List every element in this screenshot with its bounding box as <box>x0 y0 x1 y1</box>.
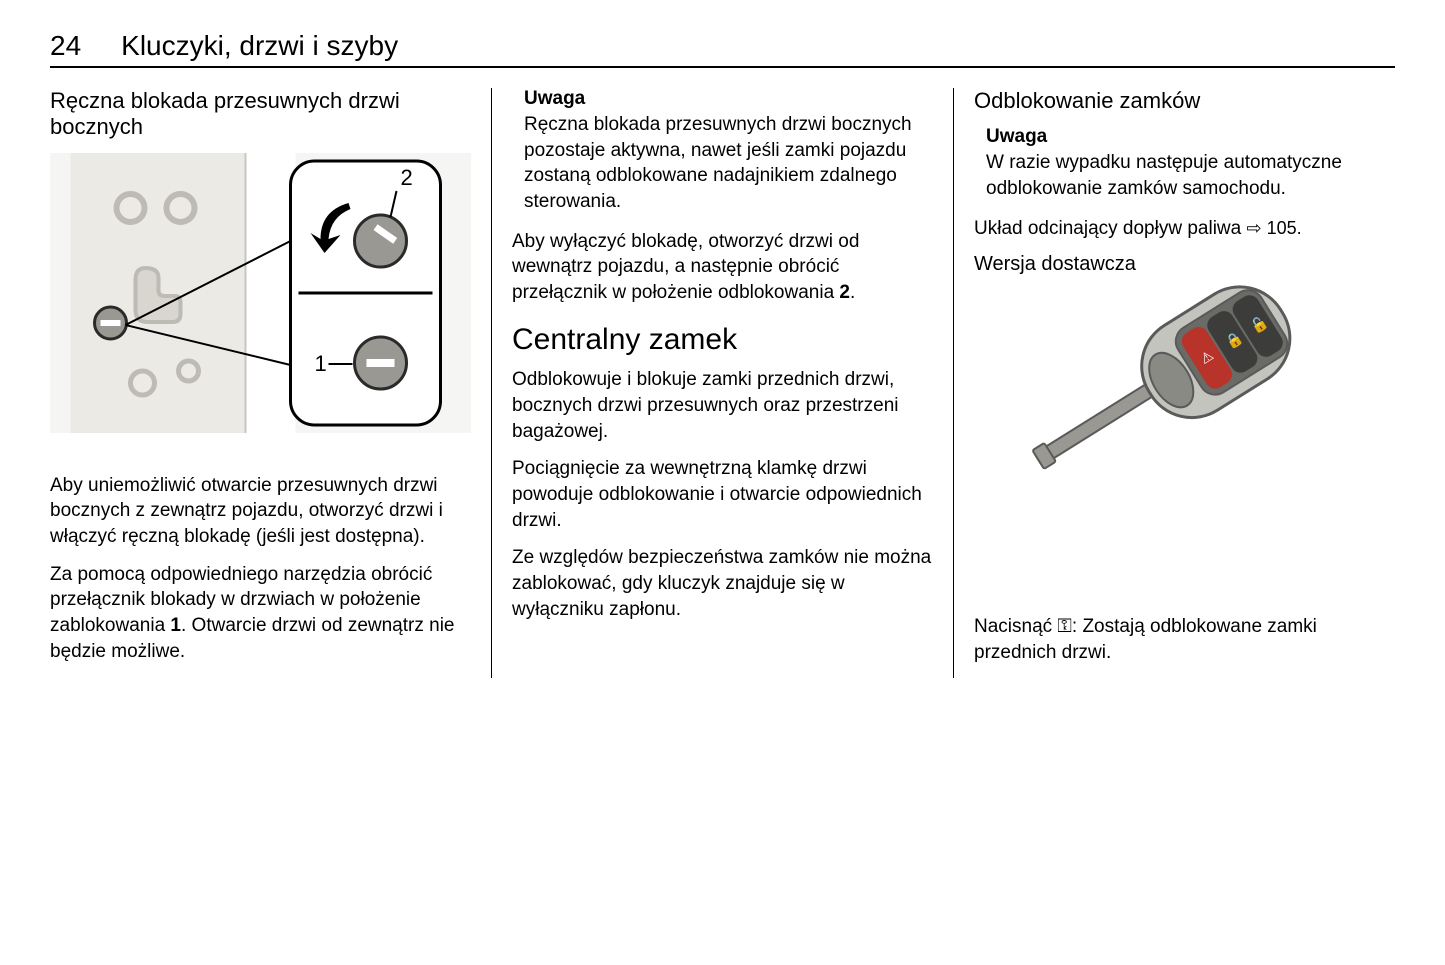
door-lock-diagram: 2 1 <box>50 153 471 433</box>
col2-note-text: Ręczna blokada przesuwnych drzwi bocznyc… <box>524 112 933 215</box>
col3-para-2: Nacisnąć ⚿: Zostają odblokowane zamki pr… <box>974 614 1395 665</box>
col3-heading: Odblokowanie zamków <box>974 88 1395 114</box>
col1-heading: Ręczna blokada przesuwnych drzwi bocznyc… <box>50 88 471 141</box>
col3-p2-a: Nacisnąć <box>974 616 1057 637</box>
col3-subheading: Wersja dostawcza <box>974 253 1395 276</box>
chapter-title: Kluczyki, drzwi i szyby <box>121 30 398 62</box>
col1-para-1: Aby uniemożliwić otwarcie przesuwnych dr… <box>50 473 471 550</box>
column-3: Odblokowanie zamków Uwaga W razie wypadk… <box>954 88 1395 678</box>
unlock-icon: ⚿ <box>1057 616 1071 637</box>
col2-para-4: Ze względów bezpieczeństwa zamków nie mo… <box>512 545 933 622</box>
col3-p1-a: Układ odcinający dopływ paliwa <box>974 218 1246 239</box>
col2-section-heading: Centralny zamek <box>512 323 933 357</box>
col2-p1-b: . <box>850 282 855 303</box>
col3-note-text: W razie wypadku następuje automatyczne o… <box>986 150 1395 201</box>
remote-key-diagram: ⚠ 🔒 🔓 <box>974 284 1395 594</box>
cross-reference-icon: ⇨ 105. <box>1246 216 1301 240</box>
column-2: Uwaga Ręczna blokada przesuwnych drzwi b… <box>492 88 954 678</box>
col2-note-heading: Uwaga <box>524 88 933 110</box>
svg-text:2: 2 <box>401 165 413 190</box>
col2-para-3: Pociągnięcie za wewnętrzną klamkę drzwi … <box>512 456 933 533</box>
col2-para-1: Aby wyłączyć blokadę, otworzyć drzwi od … <box>512 229 933 306</box>
col2-note: Uwaga Ręczna blokada przesuwnych drzwi b… <box>512 88 933 215</box>
col1-para-2: Za pomocą odpowiedniego narzędzia obróci… <box>50 562 471 665</box>
svg-text:1: 1 <box>315 351 327 376</box>
col3-para-1: Układ odcinający dopływ paliwa ⇨ 105. <box>974 216 1395 242</box>
column-1: Ręczna blokada przesuwnych drzwi bocznyc… <box>50 88 492 678</box>
col3-note: Uwaga W razie wypadku następuje automaty… <box>974 126 1395 201</box>
col1-p2-bold: 1 <box>170 615 181 636</box>
page-number: 24 <box>50 30 81 62</box>
content-columns: Ręczna blokada przesuwnych drzwi bocznyc… <box>50 88 1395 678</box>
col3-note-heading: Uwaga <box>986 126 1395 148</box>
col2-para-2: Odblokowuje i blokuje zamki przednich dr… <box>512 367 933 444</box>
col2-p1-a: Aby wyłączyć blokadę, otworzyć drzwi od … <box>512 231 859 303</box>
page-header: 24 Kluczyki, drzwi i szyby <box>50 30 1395 68</box>
col2-p1-bold: 2 <box>839 282 850 303</box>
